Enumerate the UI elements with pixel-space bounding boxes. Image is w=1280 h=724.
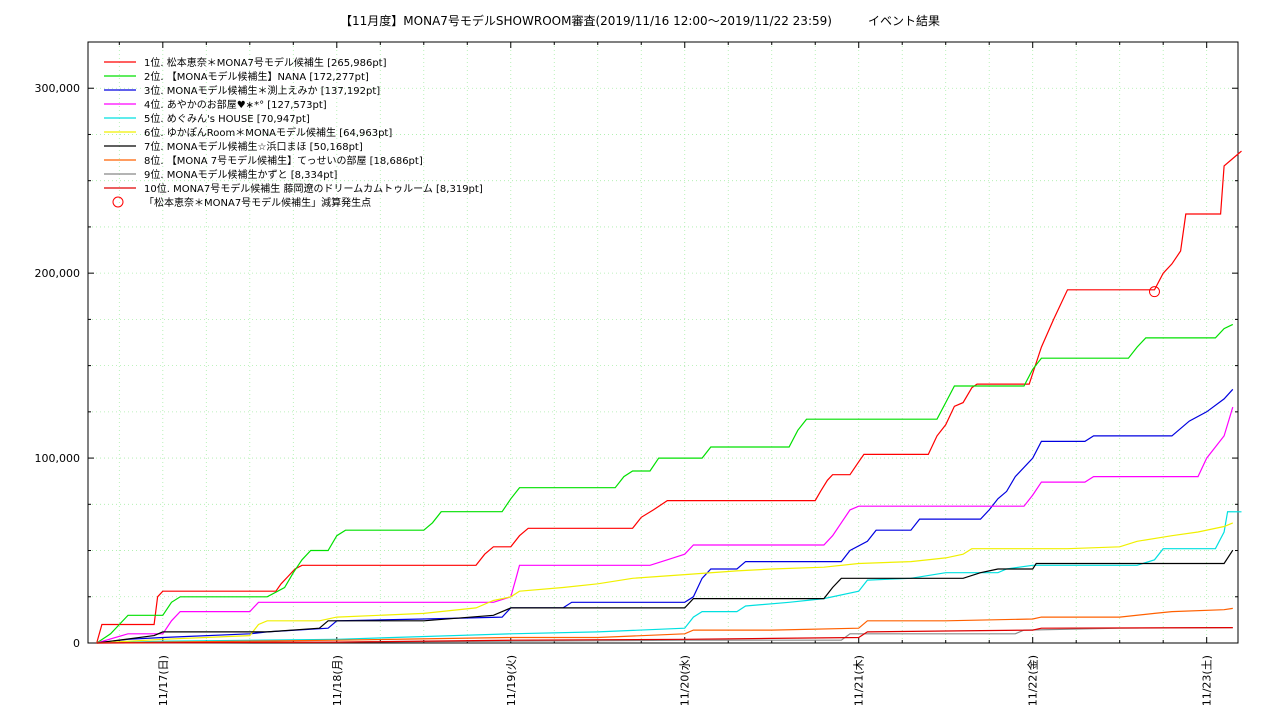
x-tick-label: 11/18(月)	[331, 655, 344, 706]
legend-label-4: 4位. あやかのお部屋♥∗*° [127,573pt]	[144, 98, 327, 111]
y-tick-label: 100,000	[35, 452, 81, 465]
legend-label-5: 5位. めぐみん's HOUSE [70,947pt]	[144, 112, 310, 125]
x-tick-label: 11/23(土)	[1201, 655, 1214, 706]
series-line-7	[96, 549, 1234, 644]
y-tick-label: 0	[73, 637, 80, 650]
legend-label-10: 10位. MONA7号モデル候補生 藤岡遼のドリームカムトゥルーム [8,319…	[144, 182, 483, 195]
chart-title: 【11月度】MONA7号モデルSHOWROOM審査(2019/11/16 12:…	[340, 14, 940, 28]
legend-label-3: 3位. MONAモデル候補生＊渕上えみか [137,192pt]	[144, 84, 380, 97]
legend-marker-label: 「松本恵奈＊MONA7号モデル候補生」減算発生点	[144, 196, 371, 209]
series-line-1	[96, 150, 1242, 644]
series-line-4	[96, 406, 1234, 644]
series-line-5	[96, 511, 1242, 644]
x-tick-label: 11/17(日)	[157, 655, 170, 706]
legend-label-9: 9位. MONAモデル候補生かずと [8,334pt]	[144, 168, 338, 181]
legend-label-6: 6位. ゆかぽんRoom＊MONAモデル候補生 [64,963pt]	[144, 126, 392, 139]
marker-point	[1148, 286, 1160, 298]
series-line-10	[96, 627, 1233, 644]
series-line-8	[96, 607, 1233, 644]
plot-frame	[87, 41, 1239, 644]
legend-label-7: 7位. MONAモデル候補生☆浜口まほ [50,168pt]	[144, 140, 363, 153]
x-tick-label: 11/19(火)	[505, 655, 518, 706]
y-tick-label: 200,000	[35, 267, 81, 280]
legend-label-2: 2位. 【MONAモデル候補生】NANA [172,277pt]	[144, 70, 369, 83]
x-tick-label: 11/22(金)	[1026, 655, 1040, 706]
series-line-9	[96, 627, 1233, 644]
x-tick-label: 11/21(木)	[853, 655, 866, 706]
legend-label-8: 8位. 【MONA 7号モデル候補生】てっせいの部屋 [18,686pt]	[144, 154, 423, 167]
y-tick-label: 300,000	[35, 82, 81, 95]
series-line-6	[96, 522, 1234, 644]
legend-marker-swatch	[112, 196, 124, 208]
series-line-3	[96, 388, 1234, 644]
series-line-2	[96, 323, 1234, 644]
legend-label-1: 1位. 松本恵奈＊MONA7号モデル候補生 [265,986pt]	[144, 56, 387, 69]
x-tick-label: 11/20(水)	[679, 655, 692, 706]
